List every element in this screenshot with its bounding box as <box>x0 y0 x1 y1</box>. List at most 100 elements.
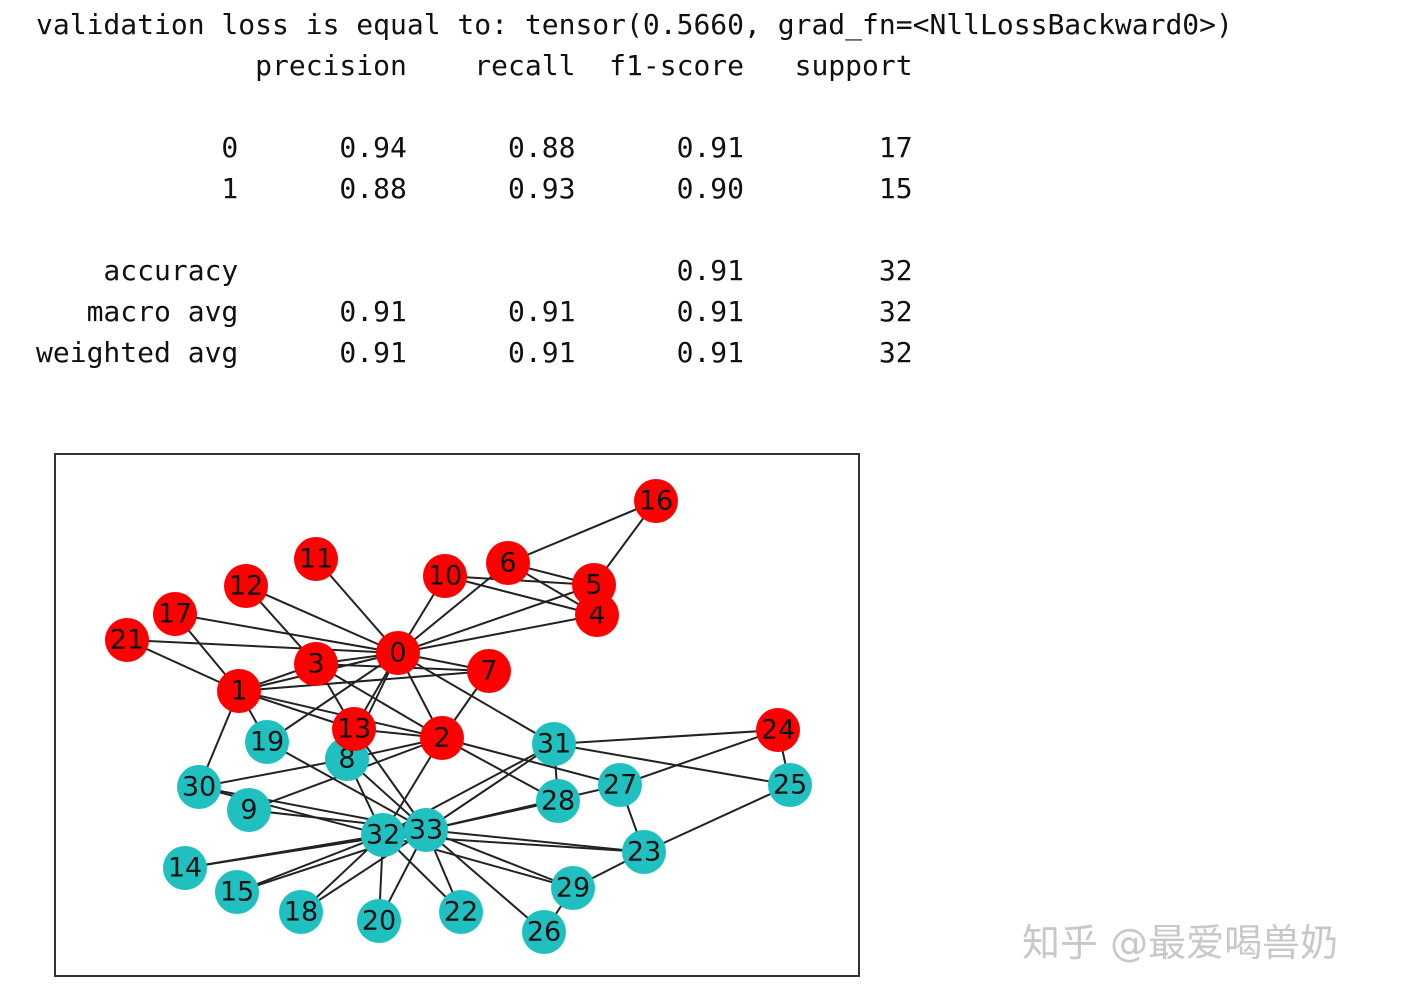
graph-node-label: 21 <box>110 625 144 656</box>
graph-node-1: 1 <box>217 669 261 713</box>
graph-node-circle <box>467 649 511 693</box>
graph-node-circle <box>768 763 812 807</box>
graph-node-20: 20 <box>357 899 401 943</box>
graph-node-12: 12 <box>224 564 268 608</box>
graph-edge-4-10 <box>444 575 598 616</box>
graph-node-23: 23 <box>622 830 666 874</box>
watermark-text: 知乎 @最爱喝兽奶 <box>1022 921 1339 965</box>
graph-node-27: 27 <box>598 763 642 807</box>
graph-node-label: 3 <box>307 649 324 680</box>
graph-node-label: 17 <box>158 599 192 630</box>
graph-node-label: 33 <box>409 815 443 846</box>
graph-node-circle <box>486 541 530 585</box>
graph-node-label: 26 <box>527 917 561 948</box>
graph-plot-figure: 8 9 14 15 18 19 20 22 23 25 26 27 28 29 30 31 32 33 0 1 2 3 4 5… <box>54 453 860 977</box>
graph-node-6: 6 <box>486 541 530 585</box>
graph-edge-2-27 <box>441 737 621 786</box>
graph-node-label: 31 <box>537 729 571 760</box>
graph-node-circle <box>153 592 197 636</box>
graph-edge-30-32 <box>198 786 384 836</box>
graph-node-15: 15 <box>215 870 259 914</box>
graph-edge-2-28 <box>441 737 559 802</box>
graph-node-label: 15 <box>220 877 254 908</box>
graph-node-17: 17 <box>153 592 197 636</box>
graph-node-circle <box>598 763 642 807</box>
graph-node-circle <box>279 890 323 934</box>
graph-node-18: 18 <box>279 890 323 934</box>
graph-node-circle <box>294 642 338 686</box>
graph-edge-26-33 <box>425 829 545 933</box>
graph-node-14: 14 <box>163 846 207 890</box>
graph-node-25: 25 <box>768 763 812 807</box>
graph-node-label: 6 <box>499 548 516 579</box>
graph-node-label: 16 <box>639 486 673 517</box>
graph-node-circle <box>532 722 576 766</box>
graph-edge-6-16 <box>507 500 657 564</box>
graph-edge-18-33 <box>300 829 427 913</box>
graph-node-circle <box>376 631 420 675</box>
graph-node-circle <box>404 808 448 852</box>
graph-node-26: 26 <box>522 910 566 954</box>
graph-node-circle <box>217 669 261 713</box>
graph-node-label: 9 <box>240 795 257 826</box>
graph-node-label: 0 <box>389 638 406 669</box>
graph-edge-8-30 <box>198 758 348 788</box>
graph-node-circle <box>357 899 401 943</box>
graph-node-label: 1 <box>230 676 247 707</box>
graph-node-31: 31 <box>532 722 576 766</box>
graph-node-13: 13 <box>332 707 376 751</box>
graph-node-16: 16 <box>634 479 678 523</box>
graph-node-label: 14 <box>168 853 202 884</box>
graph-node-circle <box>332 707 376 751</box>
graph-edge-2-3 <box>315 663 443 739</box>
graph-edge-0-12 <box>245 585 399 654</box>
graph-node-label: 28 <box>541 786 575 817</box>
graph-node-circle <box>227 788 271 832</box>
graph-edge-28-33 <box>425 800 559 831</box>
graph-edge-24-27 <box>619 729 779 786</box>
graph-node-3: 3 <box>294 642 338 686</box>
graph-node-label: 12 <box>229 571 263 602</box>
graph-edge-0-19 <box>266 652 399 743</box>
graph-node-11: 11 <box>294 537 338 581</box>
graph-node-circle <box>215 870 259 914</box>
graph-node-circle <box>551 866 595 910</box>
graph-node-circle <box>177 765 221 809</box>
graph-node-label: 29 <box>556 873 590 904</box>
graph-node-33: 33 <box>404 808 448 852</box>
loss-output-line: validation loss is equal to: tensor(0.56… <box>36 8 1233 41</box>
graph-edge-23-25 <box>643 784 791 853</box>
graph-edge-1-7 <box>238 670 490 692</box>
graph-node-circle <box>756 708 800 752</box>
graph-node-circle <box>522 910 566 954</box>
graph-edge-0-21 <box>126 639 399 654</box>
graph-node-label: 13 <box>337 714 371 745</box>
graph-node-circle <box>420 716 464 760</box>
graph-node-circle <box>572 563 616 607</box>
graph-node-32: 32 <box>361 813 405 857</box>
graph-node-label: 8 <box>338 744 355 775</box>
graph-edge-31-33 <box>425 743 555 831</box>
graph-node-circle <box>423 554 467 598</box>
graph-node-circle <box>105 618 149 662</box>
graph-node-label: 18 <box>284 897 318 928</box>
graph-node-label: 25 <box>773 770 807 801</box>
graph-node-19: 19 <box>245 720 289 764</box>
graph-node-22: 22 <box>439 890 483 934</box>
graph-node-5: 5 <box>572 563 616 607</box>
graph-edge-24-31 <box>553 729 779 745</box>
graph-node-circle <box>294 537 338 581</box>
graph-node-28: 28 <box>536 779 580 823</box>
graph-node-29: 29 <box>551 866 595 910</box>
graph-node-label: 30 <box>182 772 216 803</box>
graph-node-label: 4 <box>588 600 605 631</box>
graph-edge-0-4 <box>397 614 598 654</box>
graph-node-circle <box>245 720 289 764</box>
graph-node-label: 24 <box>761 715 795 746</box>
graph-node-label: 19 <box>250 727 284 758</box>
graph-edge-15-32 <box>236 834 384 893</box>
graph-node-10: 10 <box>423 554 467 598</box>
graph-node-circle <box>439 890 483 934</box>
graph-node-label: 32 <box>366 820 400 851</box>
